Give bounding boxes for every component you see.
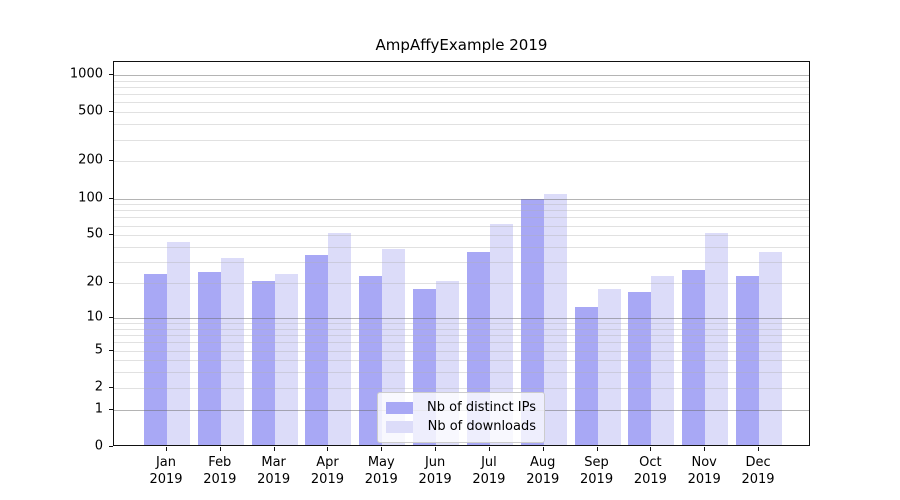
y-tick-mark: [109, 282, 113, 284]
bar-ips-jan: [144, 273, 167, 445]
y-tick-mark: [109, 234, 113, 236]
x-tick-mark: [327, 447, 329, 451]
y-tick-label-20: 20: [86, 274, 103, 290]
x-tick-mark: [166, 447, 167, 451]
x-tick-label-may: May 2019: [364, 455, 398, 487]
x-tick-label-apr: Apr 2019: [310, 455, 344, 487]
bar-ips-dec: [736, 276, 760, 445]
y-tick-mark: [109, 197, 113, 199]
y-tick-label-200: 200: [78, 152, 103, 168]
legend-label-distinct-ips: Nb of distinct IPs: [427, 400, 536, 415]
bar-downloads-nov: [705, 233, 729, 445]
bar-downloads-jul: [489, 223, 513, 445]
x-tick-label-dec: Dec 2019: [741, 455, 775, 487]
y-tick-mark: [109, 408, 113, 410]
y-tick-mark: [109, 74, 113, 75]
y-tick-label-10: 10: [86, 309, 103, 325]
bar-ips-sep: [574, 306, 598, 445]
bar-ips-oct: [628, 292, 652, 445]
bar-downloads-apr: [328, 233, 352, 445]
x-tick-label-oct: Oct 2019: [633, 455, 667, 487]
x-tick-mark: [488, 447, 490, 451]
bar-downloads-dec: [759, 252, 783, 445]
legend-swatch-downloads-icon: [386, 420, 413, 433]
x-tick-mark: [758, 447, 760, 451]
legend-label-downloads: Nb of downloads: [427, 419, 536, 434]
y-tick-label-0: 0: [94, 438, 103, 454]
x-tick-mark: [704, 447, 706, 451]
y-tick-mark: [109, 446, 113, 447]
chart-title: AmpAffyExample 2019: [375, 36, 548, 54]
y-tick-label-1000: 1000: [69, 66, 103, 82]
x-tick-label-jun: Jun 2019: [418, 455, 452, 487]
bar-downloads-feb: [220, 258, 244, 445]
x-tick-mark: [219, 447, 221, 451]
bar-ips-feb: [197, 271, 221, 445]
x-tick-label-sep: Sep 2019: [580, 455, 614, 487]
legend-entry-distinct-ips: Nb of distinct IPs: [386, 398, 536, 417]
x-tick-label-aug: Aug 2019: [526, 455, 560, 487]
legend-swatch-distinct-ips-icon: [386, 401, 413, 414]
y-tick-mark: [109, 160, 113, 162]
y-tick-mark: [109, 349, 113, 351]
x-tick-mark: [542, 447, 544, 451]
plot-area: [113, 61, 810, 446]
bar-downloads-aug: [543, 194, 567, 445]
y-tick-mark: [109, 111, 113, 113]
bars-layer: [114, 62, 809, 445]
bar-downloads-mar: [274, 273, 298, 445]
y-tick-label-100: 100: [78, 190, 103, 205]
y-tick-label-1: 1: [94, 401, 103, 417]
y-tick-mark: [109, 386, 113, 388]
x-tick-label-jul: Jul 2019: [472, 455, 506, 487]
bar-ips-apr: [305, 255, 329, 445]
bar-ips-aug: [520, 199, 544, 445]
bar-ips-mar: [251, 281, 275, 445]
y-tick-label-2: 2: [94, 379, 103, 395]
x-tick-label-feb: Feb 2019: [203, 455, 237, 487]
y-tick-mark: [109, 316, 113, 318]
x-tick-mark: [381, 447, 383, 451]
y-tick-label-5: 5: [94, 342, 103, 358]
bar-downloads-oct: [651, 276, 675, 445]
legend-entry-downloads: Nb of downloads: [386, 417, 536, 436]
bar-ips-nov: [682, 269, 706, 445]
x-tick-mark: [596, 447, 598, 451]
y-tick-label-50: 50: [86, 226, 103, 242]
x-tick-mark: [273, 447, 275, 451]
bar-downloads-jan: [167, 242, 190, 445]
x-tick-mark: [650, 447, 652, 451]
legend: Nb of distinct IPs Nb of downloads: [377, 392, 545, 443]
x-tick-mark: [435, 447, 437, 451]
x-tick-label-nov: Nov 2019: [687, 455, 721, 487]
bar-downloads-sep: [597, 289, 621, 445]
y-tick-label-500: 500: [78, 103, 103, 119]
x-tick-label-mar: Mar 2019: [257, 455, 291, 487]
x-tick-label-jan: Jan 2019: [149, 455, 183, 487]
